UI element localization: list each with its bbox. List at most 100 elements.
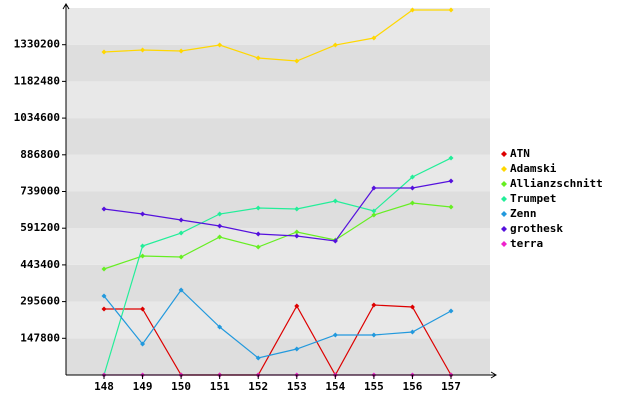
data-point [448,178,454,184]
legend-label: ATN [510,147,530,160]
data-point [217,223,223,229]
data-point [409,185,415,191]
x-axis-arrow [490,371,497,379]
legend-label: terra [510,237,543,250]
legend-marker [501,181,507,187]
data-point [371,185,377,191]
data-point [217,211,223,217]
y-tick-label: 591200 [20,221,60,234]
data-point [294,346,300,352]
plot-band [66,191,490,229]
plot-band [66,81,490,119]
data-point [409,200,415,206]
legend-label: Adamski [510,162,557,175]
data-point [140,243,146,249]
data-point [178,230,184,236]
data-point [294,233,300,239]
y-tick-label: 739000 [20,185,60,198]
data-point [371,208,377,214]
data-point [178,217,184,223]
y-tick-label: 443400 [20,258,60,271]
legend-marker [501,211,507,217]
x-tick-label: 156 [403,380,423,393]
data-point [101,306,107,312]
x-tick-label: 148 [94,380,114,393]
data-point [140,211,146,217]
data-point [140,47,146,53]
legend-marker [501,166,507,172]
y-tick-label: 1330200 [14,38,60,51]
y-tick-label: 147800 [20,331,60,344]
series-line [103,289,452,359]
x-tick-label: 157 [441,380,461,393]
legend-label: Allianzschnitt [510,177,603,190]
y-tick-label: 295600 [20,295,60,308]
data-point [101,206,107,212]
data-point [332,198,338,204]
data-point [178,48,184,54]
data-point [294,303,300,309]
data-point [255,205,261,211]
plot-band [66,264,490,302]
data-point [371,302,377,308]
legend-label: Trumpet [510,192,556,205]
series-line [103,9,451,62]
data-point [140,253,146,259]
data-point [294,206,300,212]
data-point [409,329,415,335]
y-tick-label: 1034600 [14,111,60,124]
x-tick-label: 154 [325,380,345,393]
data-point [409,304,415,310]
y-tick-label: 1182480 [14,74,60,87]
legend-marker [501,241,507,247]
data-point [371,332,377,338]
data-point [332,42,338,48]
plot-band [66,8,490,45]
series-line [103,202,452,270]
series-line [103,180,452,242]
data-point [294,58,300,64]
plot-band [66,228,490,265]
data-point [294,229,300,235]
plot-band [66,118,490,155]
data-point [409,7,415,13]
data-point [217,42,223,48]
legend-label: grothesk [510,222,563,235]
data-point [371,35,377,41]
data-point [332,332,338,338]
y-axis-arrow [62,3,70,10]
data-point [217,234,223,240]
data-point [101,293,107,299]
data-point [448,7,454,13]
data-point [140,306,146,312]
data-point [409,174,415,180]
data-point [371,212,377,218]
legend-marker [501,196,507,202]
data-point [255,355,261,361]
x-tick-label: 149 [133,380,153,393]
series-line [104,304,452,377]
data-point [255,244,261,250]
plot-band [66,338,490,375]
data-point [140,341,146,347]
data-point [448,308,454,314]
x-tick-label: 151 [210,380,230,393]
data-point [332,238,338,244]
data-point [178,254,184,260]
x-tick-label: 150 [171,380,191,393]
data-point [255,231,261,237]
x-tick-label: 155 [364,380,384,393]
y-tick-label: 886800 [20,148,60,161]
legend-label: Zenn [510,207,537,220]
data-point [448,155,454,161]
data-point [178,287,184,293]
data-point [217,324,223,330]
data-point [101,266,107,272]
data-point [448,204,454,210]
x-tick-label: 153 [287,380,307,393]
legend-marker [501,226,507,232]
series-line [103,157,452,376]
data-point [101,49,107,55]
legend-marker [501,151,507,157]
